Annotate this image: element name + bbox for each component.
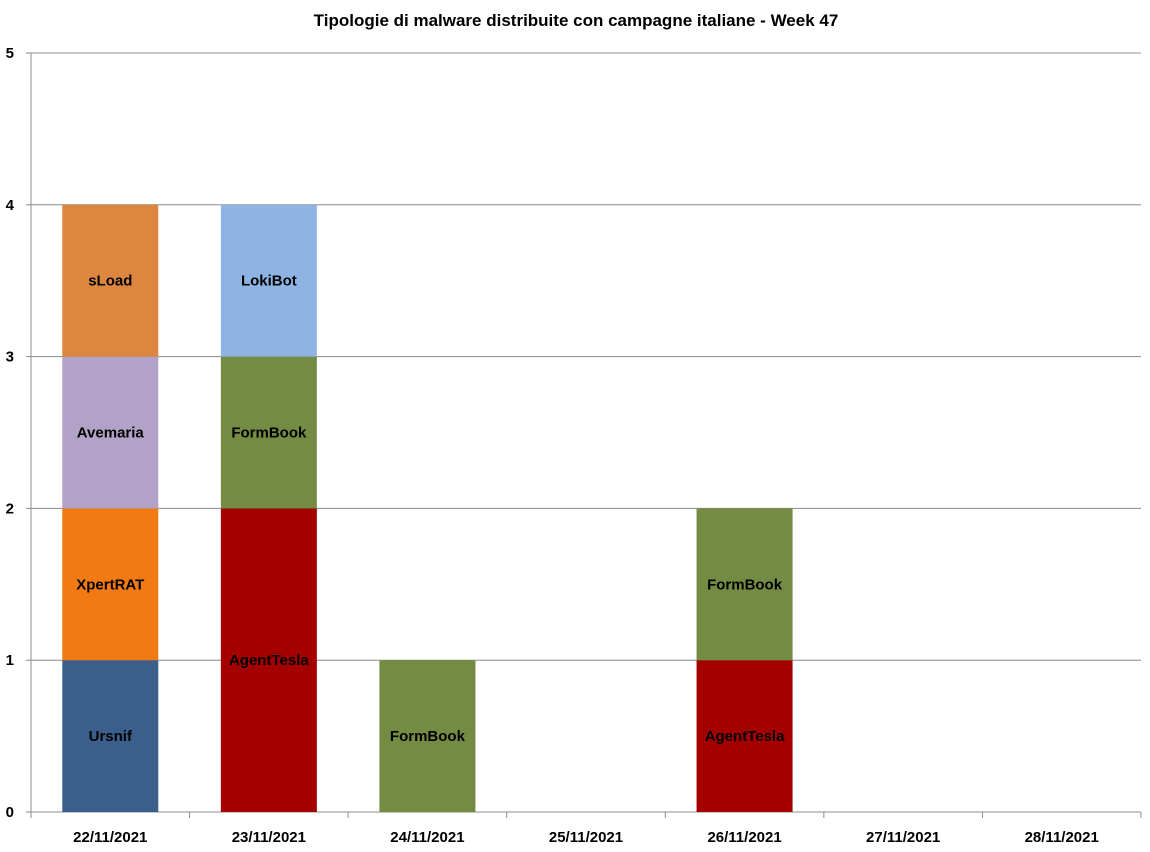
bar-segment <box>696 660 793 812</box>
bar-segment <box>62 660 159 812</box>
data-label: FormBook <box>390 728 466 745</box>
data-label: FormBook <box>231 425 307 442</box>
bar-segment <box>62 356 159 509</box>
bar-segment <box>696 508 793 661</box>
bar-segment <box>220 508 317 812</box>
x-tick-label: 24/11/2021 <box>390 829 464 846</box>
x-tick-label: 25/11/2021 <box>549 829 623 846</box>
data-label: LokiBot <box>241 273 297 290</box>
bar-segment <box>220 356 317 509</box>
bar-segment <box>62 204 159 357</box>
x-tick-label: 22/11/2021 <box>73 829 147 846</box>
chart-title: Tipologie di malware distribuite con cam… <box>314 11 839 30</box>
data-label: XpertRAT <box>76 576 144 593</box>
y-tick-label: 5 <box>6 45 14 62</box>
bar-segment <box>62 508 159 661</box>
y-tick-label: 3 <box>6 349 14 366</box>
y-tick-label: 4 <box>6 197 15 214</box>
y-tick-label: 0 <box>6 804 14 821</box>
bars: Ursnif XpertRAT Avemaria sLoad AgentTesla For… <box>62 204 793 812</box>
data-label: FormBook <box>707 576 783 593</box>
x-axis: 22/11/2021 23/11/2021 24/11/2021 25/11/2021… <box>30 811 1142 846</box>
data-label: AgentTesla <box>705 728 785 745</box>
bar-segment <box>379 660 476 812</box>
gridlines <box>31 52 1141 661</box>
bar-segment <box>220 204 317 357</box>
x-tick-label: 23/11/2021 <box>232 829 306 846</box>
x-tick-label: 27/11/2021 <box>866 829 940 846</box>
data-label: sLoad <box>88 273 132 290</box>
x-tick-label: 28/11/2021 <box>1025 829 1099 846</box>
data-label: Ursnif <box>89 728 133 745</box>
y-tick-label: 1 <box>6 652 14 669</box>
data-label: AgentTesla <box>229 652 309 669</box>
x-tick-label: 26/11/2021 <box>707 829 781 846</box>
y-axis: 0 1 2 3 4 5 <box>6 45 32 821</box>
data-label: Avemaria <box>77 425 145 442</box>
y-tick-label: 2 <box>6 500 14 517</box>
